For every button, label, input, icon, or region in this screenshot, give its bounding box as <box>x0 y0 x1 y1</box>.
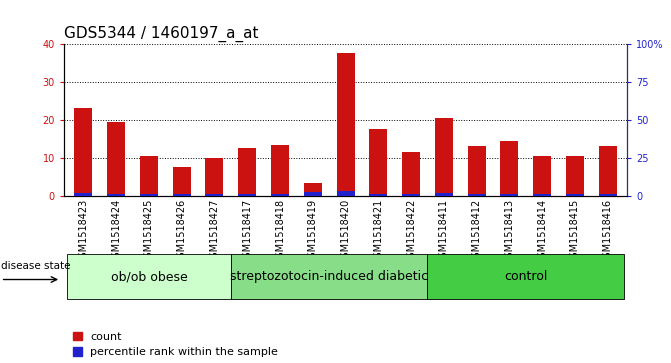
Bar <box>140 156 158 196</box>
Bar <box>566 156 584 196</box>
Bar <box>533 156 551 196</box>
Bar <box>435 118 453 196</box>
Text: GSM1518413: GSM1518413 <box>505 199 515 264</box>
Bar <box>238 148 256 196</box>
Text: GSM1518423: GSM1518423 <box>79 199 89 264</box>
Text: GSM1518424: GSM1518424 <box>111 199 121 264</box>
Bar <box>140 194 158 196</box>
Bar <box>427 254 624 299</box>
Bar <box>271 194 289 196</box>
Bar <box>533 195 551 196</box>
Bar <box>172 195 191 196</box>
Bar <box>435 193 453 196</box>
Text: GSM1518419: GSM1518419 <box>308 199 318 264</box>
Bar <box>501 195 519 196</box>
Text: GSM1518417: GSM1518417 <box>242 199 252 264</box>
Text: GSM1518416: GSM1518416 <box>603 199 613 264</box>
Legend: count, percentile rank within the sample: count, percentile rank within the sample <box>72 332 278 358</box>
Bar <box>369 129 387 196</box>
Text: GSM1518415: GSM1518415 <box>570 199 580 264</box>
Text: GSM1518425: GSM1518425 <box>144 199 154 264</box>
Text: ob/ob obese: ob/ob obese <box>111 270 187 283</box>
Bar <box>402 152 420 196</box>
Bar <box>599 146 617 196</box>
Text: GDS5344 / 1460197_a_at: GDS5344 / 1460197_a_at <box>64 26 258 42</box>
Bar <box>337 191 354 196</box>
Bar <box>501 141 519 196</box>
Bar <box>402 195 420 196</box>
Bar <box>107 122 125 196</box>
Bar <box>172 167 191 196</box>
Bar <box>468 195 486 196</box>
Text: GSM1518412: GSM1518412 <box>472 199 482 264</box>
Bar <box>67 254 231 299</box>
Bar <box>337 53 354 196</box>
Text: GSM1518421: GSM1518421 <box>373 199 383 264</box>
Bar <box>304 183 322 196</box>
Bar <box>205 195 223 196</box>
Bar <box>205 158 223 196</box>
Bar <box>304 192 322 196</box>
Bar <box>599 195 617 196</box>
Text: GSM1518411: GSM1518411 <box>439 199 449 264</box>
Bar <box>271 144 289 196</box>
Bar <box>369 195 387 196</box>
Bar <box>74 193 93 196</box>
Text: GSM1518422: GSM1518422 <box>406 199 416 264</box>
Bar <box>238 194 256 196</box>
Bar <box>468 146 486 196</box>
Text: control: control <box>504 270 548 283</box>
Text: streptozotocin-induced diabetic: streptozotocin-induced diabetic <box>230 270 428 283</box>
Bar <box>107 194 125 196</box>
Text: GSM1518414: GSM1518414 <box>537 199 547 264</box>
Bar <box>74 108 93 196</box>
Text: GSM1518418: GSM1518418 <box>275 199 285 264</box>
Bar <box>566 195 584 196</box>
Text: GSM1518427: GSM1518427 <box>209 199 219 264</box>
Text: disease state: disease state <box>1 261 70 271</box>
Text: GSM1518426: GSM1518426 <box>176 199 187 264</box>
Bar <box>231 254 427 299</box>
Text: GSM1518420: GSM1518420 <box>341 199 350 264</box>
